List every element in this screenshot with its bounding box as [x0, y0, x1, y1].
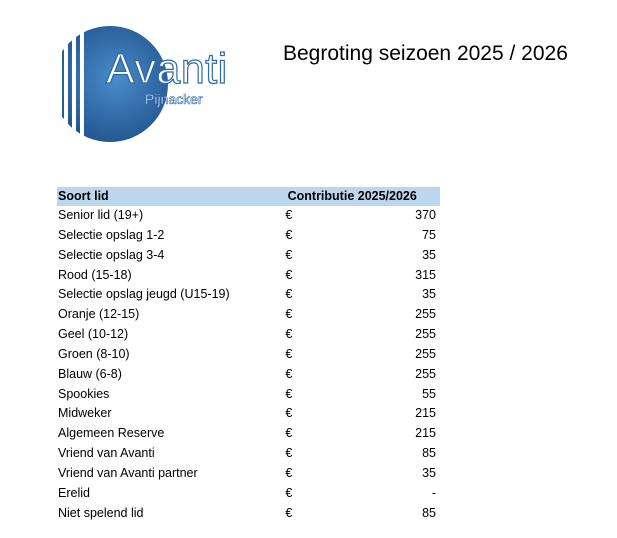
- row-currency: €: [285, 386, 293, 401]
- row-amount: 55: [422, 386, 436, 401]
- row-currency: €: [285, 485, 293, 500]
- row-currency: €: [285, 426, 293, 441]
- row-member-type: Blauw (6-8): [58, 366, 122, 381]
- table-row: Blauw (6-8) €255: [57, 365, 440, 385]
- row-member-type: Senior lid (19+): [58, 208, 144, 222]
- row-currency: €: [285, 346, 293, 361]
- page-title: Begroting seizoen 2025 / 2026: [283, 42, 568, 65]
- row-member-type: Selectie opslag 1-2: [58, 227, 165, 242]
- logo-wordmark: Avanti: [105, 45, 228, 93]
- row-member-type: Groen (8-10): [58, 346, 130, 361]
- row-currency: €: [285, 505, 293, 520]
- row-member-type: Niet spelend lid: [58, 505, 144, 520]
- header-contribution: Contributie 2025/2026: [287, 189, 417, 203]
- table-row: Niet spelend lid €85: [57, 504, 440, 524]
- row-currency: €: [285, 446, 293, 461]
- row-member-type: Oranje (12-15): [58, 307, 140, 322]
- row-amount: 75: [422, 227, 436, 242]
- row-amount: 255: [415, 307, 436, 322]
- row-currency: €: [285, 307, 293, 322]
- table-row: Vriend van Avanti €85: [57, 444, 440, 464]
- row-amount: 35: [422, 287, 436, 302]
- table-row: Algemeen Reserve €215: [57, 424, 440, 444]
- table-row: Erelid € -: [57, 484, 440, 504]
- row-amount: 35: [422, 465, 436, 480]
- table-row: Spookies €55: [57, 385, 440, 405]
- table-row: Oranje (12-15) €255: [57, 305, 440, 325]
- row-currency: €: [285, 208, 293, 222]
- logo-subtitle: Pijnacker: [145, 91, 203, 107]
- row-member-type: Vriend van Avanti: [58, 446, 155, 461]
- table-row: Geel (10-12) €255: [57, 325, 440, 345]
- table-row: Rood (15-18) €315: [57, 266, 440, 286]
- contribution-table: Soort lid Contributie 2025/2026 Senior l…: [57, 187, 440, 524]
- table-row: Selectie opslag 1-2 €75: [57, 226, 440, 246]
- row-member-type: Midweker: [58, 406, 112, 421]
- row-amount: 370: [415, 208, 436, 222]
- header-member-type: Soort lid: [58, 189, 109, 203]
- row-member-type: Geel (10-12): [58, 327, 129, 342]
- row-amount: 255: [415, 346, 436, 361]
- table-body: Senior lid (19+) €370 Selectie opslag 1-2 €…: [57, 206, 440, 524]
- row-amount: 35: [422, 247, 436, 262]
- row-amount: 85: [422, 446, 436, 461]
- row-currency: €: [285, 366, 293, 381]
- table-row: Selectie opslag 3-4 €35: [57, 246, 440, 266]
- row-member-type: Algemeen Reserve: [58, 426, 165, 441]
- table-row: Midweker €215: [57, 404, 440, 424]
- row-currency: €: [285, 287, 293, 302]
- row-currency: €: [285, 227, 293, 242]
- row-member-type: Vriend van Avanti partner: [58, 465, 198, 480]
- table-row: Vriend van Avanti partner €35: [57, 464, 440, 484]
- row-amount: -: [431, 485, 436, 500]
- row-member-type: Selectie opslag jeugd (U15-19): [58, 287, 230, 302]
- table-row: Groen (8-10) €255: [57, 345, 440, 365]
- row-member-type: Erelid: [58, 485, 90, 500]
- row-currency: €: [285, 406, 293, 421]
- row-currency: €: [285, 267, 293, 282]
- table-header: Soort lid Contributie 2025/2026: [57, 187, 440, 206]
- table-row: Selectie opslag jeugd (U15-19) €35: [57, 285, 440, 305]
- row-amount: 215: [415, 406, 436, 421]
- avanti-logo: Avanti Pijnacker: [50, 24, 250, 144]
- row-amount: 255: [415, 366, 436, 381]
- row-currency: €: [285, 247, 293, 262]
- row-member-type: Rood (15-18): [58, 267, 132, 282]
- row-currency: €: [285, 465, 293, 480]
- row-amount: 215: [415, 426, 436, 441]
- row-currency: €: [285, 327, 293, 342]
- row-amount: 85: [422, 505, 436, 520]
- logo-emblem: [50, 24, 168, 144]
- table-row: Senior lid (19+) €370: [57, 206, 440, 226]
- row-amount: 315: [415, 267, 436, 282]
- row-member-type: Selectie opslag 3-4: [58, 247, 165, 262]
- row-member-type: Spookies: [58, 386, 110, 401]
- row-amount: 255: [415, 327, 436, 342]
